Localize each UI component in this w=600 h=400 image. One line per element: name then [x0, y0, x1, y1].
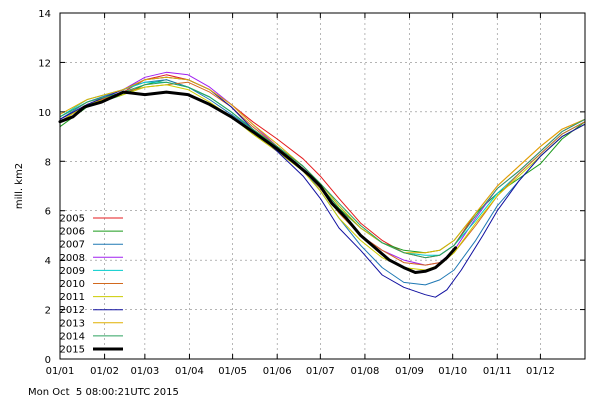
plot-frame: [59, 12, 586, 360]
x-tick-label: 01/01: [46, 366, 75, 377]
legend-label-2014: 2014: [60, 331, 85, 342]
y-tick-label: 10: [38, 108, 51, 119]
y-tick-label: 8: [45, 157, 51, 168]
legend-label-2011: 2011: [60, 292, 85, 303]
x-tick-label: 01/06: [263, 366, 292, 377]
series-line-2008: [59, 71, 586, 266]
legend-label-2009: 2009: [60, 266, 85, 277]
x-tick-label: 01/08: [351, 366, 380, 377]
y-tick-label: 4: [45, 256, 51, 267]
series-line-2010: [59, 81, 586, 266]
x-tick-label: 01/12: [526, 366, 555, 377]
x-tick-label: 01/03: [130, 366, 159, 377]
legend-label-2010: 2010: [60, 279, 85, 290]
y-tick-label: 14: [38, 9, 51, 20]
legend-label-2006: 2006: [60, 227, 85, 238]
series-line-2011: [59, 84, 586, 271]
x-tick-label: 01/05: [218, 366, 247, 377]
y-axis-ticks: 0 2 4 6 8 10 12 14: [38, 9, 585, 366]
x-tick-label: 01/07: [306, 366, 335, 377]
x-axis-ticks: 01/01 01/02 01/03 01/04 01/05 01/06 01/07 01/08…: [46, 13, 555, 377]
y-tick-label: 0: [45, 355, 51, 366]
legend-label-2015: 2015: [60, 345, 85, 356]
legend-label-2013: 2013: [60, 318, 85, 329]
series-line-2009: [59, 81, 586, 256]
y-tick-label: 6: [45, 207, 51, 218]
x-tick-label: 01/10: [438, 366, 467, 377]
series-line-2014: [59, 81, 586, 259]
footer-timestamp: Mon Oct 5 08:00:21UTC 2015: [28, 387, 179, 398]
legend-label-2008: 2008: [60, 253, 85, 264]
y-tick-label: 12: [38, 58, 51, 69]
legend: 2005 2006 2007 2008 2009 2010 2011 2012 2013 2014…: [60, 214, 123, 356]
series-lines: [58, 71, 586, 298]
x-tick-label: 01/04: [175, 366, 204, 377]
x-tick-label: 01/11: [483, 366, 512, 377]
y-tick-label: 2: [45, 306, 51, 317]
series-line-2013: [59, 76, 586, 254]
series-line-2005: [59, 74, 586, 259]
series-line-2006: [59, 79, 586, 254]
series-line-2015: [58, 90, 457, 274]
series-line-2007: [59, 79, 586, 286]
legend-label-2007: 2007: [60, 240, 85, 251]
x-tick-label: 01/02: [90, 366, 119, 377]
y-axis-label: mill. km2: [14, 163, 25, 209]
legend-label-2005: 2005: [60, 214, 85, 225]
x-tick-label: 01/09: [395, 366, 424, 377]
legend-label-2012: 2012: [60, 305, 85, 316]
